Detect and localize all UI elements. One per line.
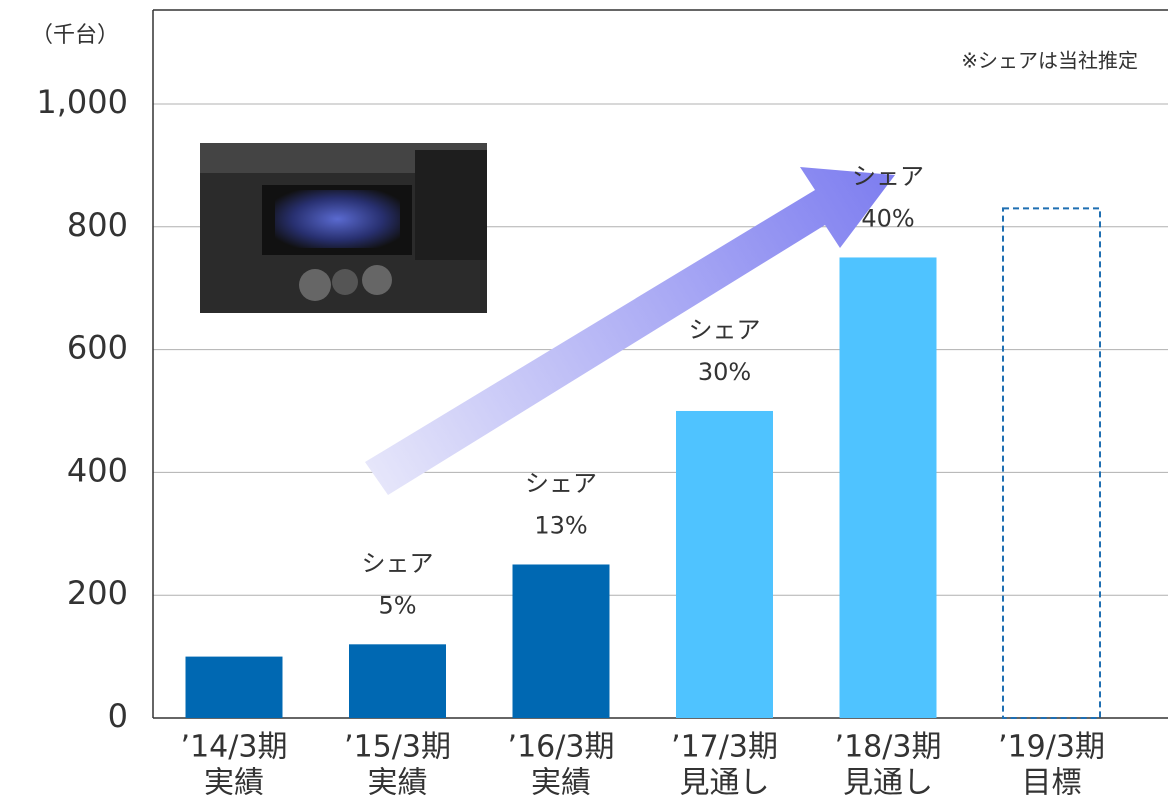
x-tick-label: 目標 [1022,766,1082,801]
bar [185,656,283,718]
x-tick-label: ’14/3期 [181,730,288,765]
bar [349,644,446,718]
x-tick-label: 実績 [368,766,428,801]
share-label: 30% [698,358,751,386]
share-label: シェア [689,316,761,344]
growth-arrow [365,167,895,495]
share-label: シェア [525,469,597,497]
x-tick-label: ’15/3期 [344,730,451,765]
x-tick-label: 見通し [843,766,933,801]
share-label: 5% [378,591,416,619]
y-tick-label: 400 [67,451,128,489]
x-tick-label: 実績 [204,766,264,801]
product-photo [200,143,487,313]
bar [676,410,773,718]
share-label: 40% [861,204,914,232]
share-label: シェア [362,549,434,577]
unit-label: （千台） [31,23,119,48]
y-tick-label: 0 [108,697,128,735]
y-tick-label: 200 [67,574,128,612]
note: ※シェアは当社推定 [961,49,1138,73]
x-tick-label: 見通し [680,766,770,801]
x-tick-label: ’18/3期 [835,730,942,765]
bar [839,257,937,718]
y-tick-label: 1,000 [36,83,128,121]
x-tick-label: ’16/3期 [508,730,615,765]
x-tick-label: ’17/3期 [671,730,778,765]
share-label: シェア [852,162,924,190]
share-label: 13% [534,511,587,539]
bar [1002,207,1101,719]
bar [512,564,610,718]
x-tick-label: ’19/3期 [998,730,1105,765]
y-tick-label: 600 [67,329,128,367]
y-tick-label: 800 [67,206,128,244]
x-tick-label: 実績 [531,766,591,801]
